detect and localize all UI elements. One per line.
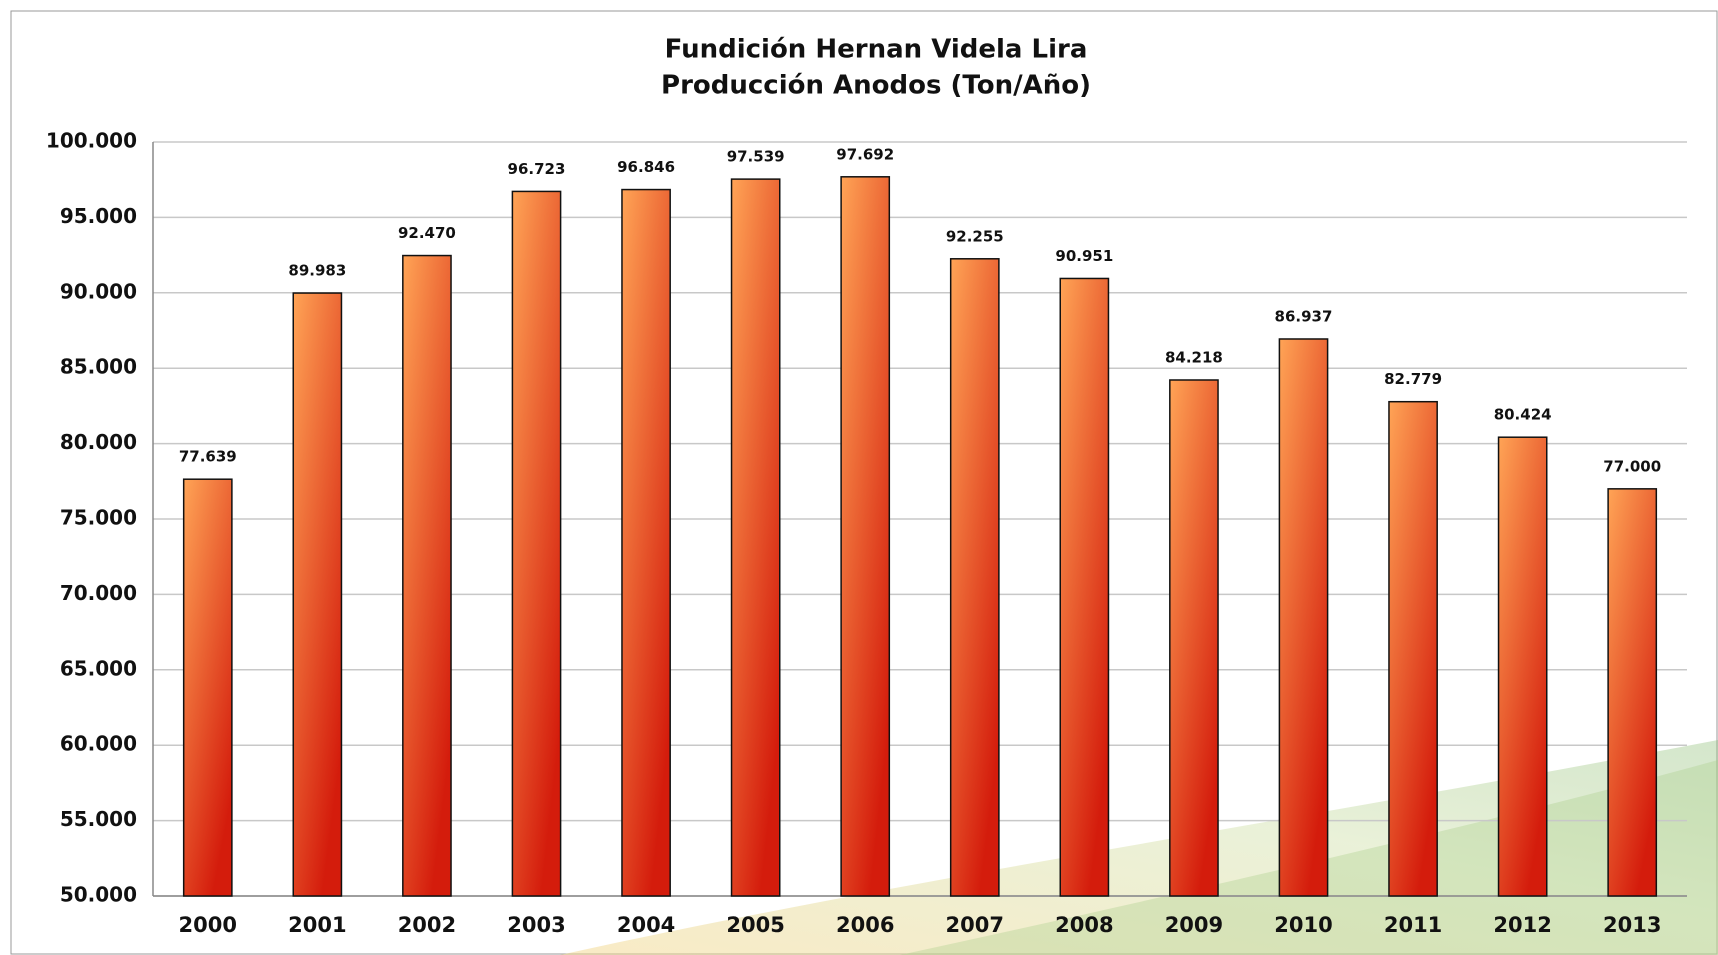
y-tick-label: 55.000 bbox=[60, 807, 137, 831]
x-tick-label: 2006 bbox=[836, 913, 894, 937]
y-tick-label: 60.000 bbox=[60, 732, 137, 756]
data-label: 80.424 bbox=[1494, 406, 1552, 424]
x-tick-label: 2003 bbox=[507, 913, 565, 937]
bar bbox=[1169, 379, 1219, 897]
x-tick-label: 2007 bbox=[946, 913, 1004, 937]
chart-subtitle: Producción Anodos (Ton/Año) bbox=[661, 71, 1091, 101]
bar bbox=[1388, 400, 1438, 897]
bar bbox=[1607, 488, 1658, 897]
x-tick-label: 2008 bbox=[1055, 913, 1113, 937]
data-label: 77.000 bbox=[1603, 457, 1661, 475]
data-label: 90.951 bbox=[1055, 247, 1113, 265]
x-tick-label: 2005 bbox=[726, 913, 784, 937]
bar bbox=[1278, 338, 1329, 897]
x-tick-label: 2012 bbox=[1493, 913, 1551, 937]
x-tick-label: 2000 bbox=[179, 913, 237, 937]
x-tick-label: 2002 bbox=[398, 913, 456, 937]
bar bbox=[1497, 436, 1548, 897]
data-label: 92.255 bbox=[946, 227, 1004, 245]
data-label: 92.470 bbox=[398, 224, 456, 242]
x-tick-label: 2013 bbox=[1603, 913, 1661, 937]
x-tick-label: 2010 bbox=[1274, 913, 1332, 937]
bar bbox=[402, 254, 452, 897]
chart-title: Fundición Hernan Videla Lira bbox=[665, 35, 1088, 65]
x-tick-label: 2009 bbox=[1165, 913, 1223, 937]
y-tick-label: 85.000 bbox=[60, 355, 137, 379]
bar bbox=[182, 478, 233, 897]
bar bbox=[511, 190, 562, 897]
bar bbox=[840, 176, 891, 897]
x-tick-label: 2001 bbox=[288, 913, 346, 937]
y-tick-label: 70.000 bbox=[60, 581, 137, 605]
data-label: 82.779 bbox=[1384, 370, 1442, 388]
y-tick-label: 90.000 bbox=[60, 279, 137, 303]
bar bbox=[949, 258, 1000, 897]
y-tick-label: 100.000 bbox=[46, 129, 137, 153]
y-tick-label: 50.000 bbox=[60, 883, 137, 907]
bar bbox=[1059, 277, 1110, 897]
data-label: 86.937 bbox=[1275, 307, 1333, 325]
data-label: 89.983 bbox=[288, 262, 346, 280]
data-label: 96.846 bbox=[617, 158, 675, 176]
x-tick-label: 2004 bbox=[617, 913, 675, 937]
decoration bbox=[900, 760, 1718, 955]
y-tick-label: 75.000 bbox=[60, 506, 137, 530]
bar bbox=[621, 188, 671, 897]
y-tick-label: 80.000 bbox=[60, 430, 137, 454]
data-label: 97.692 bbox=[836, 145, 894, 163]
data-label: 77.639 bbox=[179, 448, 237, 466]
bar bbox=[730, 178, 781, 897]
x-tick-label: 2011 bbox=[1384, 913, 1442, 937]
bar bbox=[292, 292, 343, 897]
data-label: 84.218 bbox=[1165, 348, 1223, 366]
y-tick-label: 65.000 bbox=[60, 656, 137, 680]
data-label: 97.539 bbox=[727, 148, 785, 166]
y-tick-label: 95.000 bbox=[60, 204, 137, 228]
data-label: 96.723 bbox=[508, 160, 566, 178]
